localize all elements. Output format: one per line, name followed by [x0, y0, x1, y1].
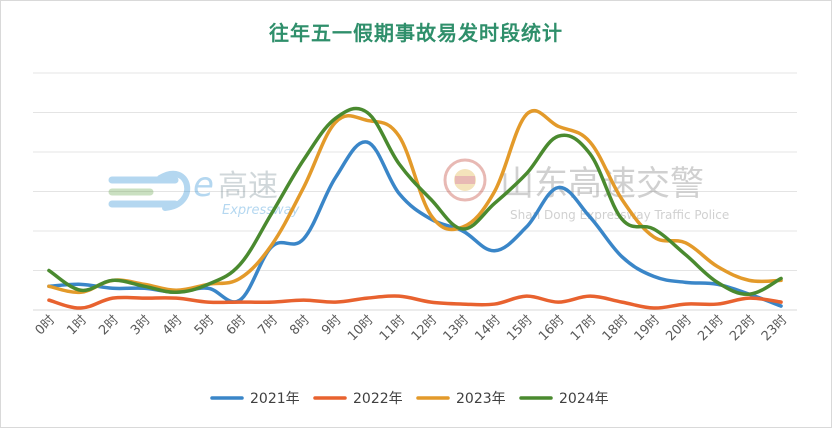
expressway-logo-icon: e	[108, 165, 214, 211]
svg-text:e: e	[193, 165, 214, 205]
watermark-left-sub: Expressway	[222, 203, 300, 218]
watermark-left-brand: 高速	[218, 169, 278, 204]
chart-title: 往年五一假期事故易发时段统计	[269, 21, 563, 45]
police-emblem-icon	[443, 158, 487, 202]
watermark-right-brand: 山东高速交警	[500, 164, 704, 204]
legend: 2021年 2022年 2023年 2024年	[210, 391, 609, 407]
legend-item: 2024年	[519, 391, 609, 407]
watermark: e 高速 Expressway 山东高速交警 Shan Dong Express…	[108, 158, 729, 222]
series-line-4	[47, 106, 783, 296]
series-line-2	[47, 294, 783, 310]
legend-item: 2023年	[416, 391, 506, 407]
gridlines	[33, 72, 797, 271]
legend-label: 2023年	[456, 391, 506, 407]
series-lines	[47, 106, 783, 310]
legend-item: 2021年	[210, 391, 300, 407]
legend-label: 2024年	[559, 391, 609, 407]
legend-label: 2022年	[353, 391, 403, 407]
series-line-3	[47, 108, 783, 295]
legend-label: 2021年	[250, 391, 300, 407]
legend-item: 2022年	[313, 391, 403, 407]
